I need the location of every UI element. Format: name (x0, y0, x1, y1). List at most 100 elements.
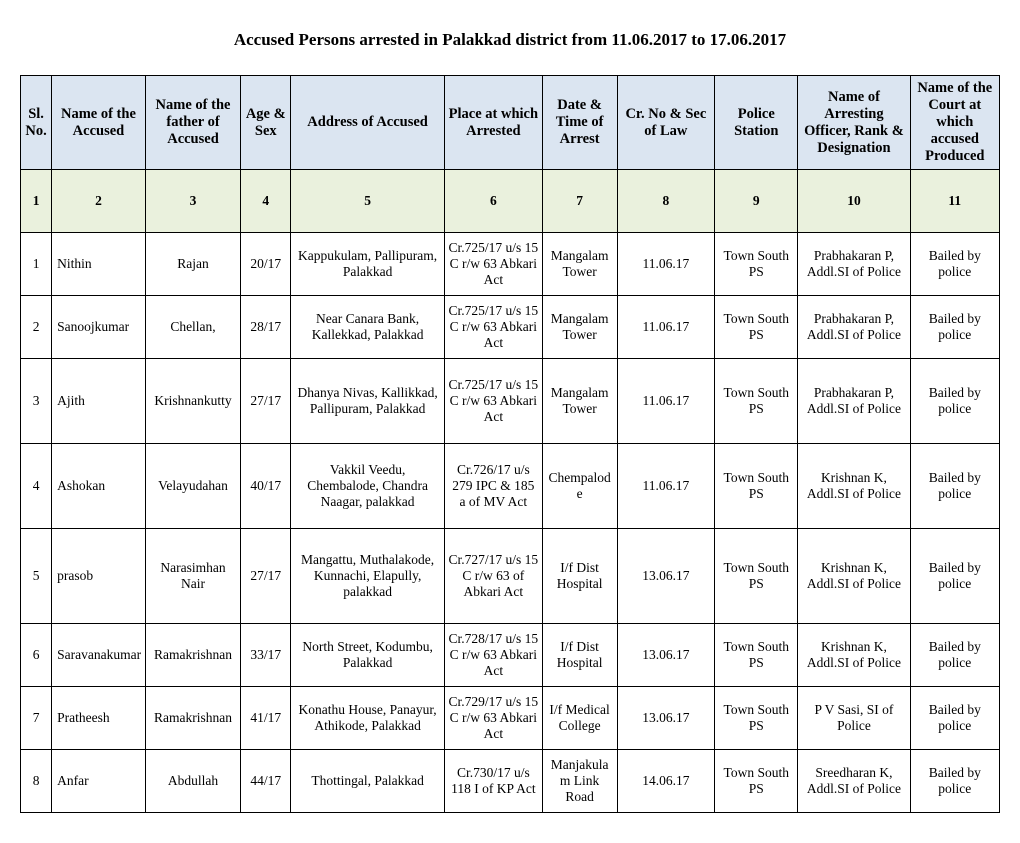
header-court: Name of the Court at which accused Produ… (910, 76, 999, 170)
cell-officer: Prabhakaran P, Addl.SI of Police (798, 233, 910, 296)
table-row: 8 Anfar Abdullah 44/17 Thottingal, Palak… (21, 750, 1000, 813)
cell-officer: Krishnan K, Addl.SI of Police (798, 529, 910, 624)
cell-place: Cr.725/17 u/s 15 C r/w 63 Abkari Act (445, 359, 543, 444)
colnum-3: 3 (145, 170, 241, 233)
cell-accused: Ajith (52, 359, 146, 444)
cell-court: Bailed by police (910, 359, 999, 444)
table-row: 4 Ashokan Velayudahan 40/17 Vakkil Veedu… (21, 444, 1000, 529)
cell-crno: 13.06.17 (617, 529, 715, 624)
cell-father: Velayudahan (145, 444, 241, 529)
cell-accused: Pratheesh (52, 687, 146, 750)
cell-slno: 6 (21, 624, 52, 687)
column-number-row: 1 2 3 4 5 6 7 8 9 10 11 (21, 170, 1000, 233)
cell-officer: Prabhakaran P, Addl.SI of Police (798, 359, 910, 444)
header-place: Place at which Arrested (445, 76, 543, 170)
cell-accused: Sanoojkumar (52, 296, 146, 359)
cell-court: Bailed by police (910, 529, 999, 624)
colnum-11: 11 (910, 170, 999, 233)
header-slno: Sl. No. (21, 76, 52, 170)
cell-officer: Krishnan K, Addl.SI of Police (798, 624, 910, 687)
cell-age: 27/17 (241, 529, 291, 624)
cell-father: Narasimhan Nair (145, 529, 241, 624)
page-title: Accused Persons arrested in Palakkad dis… (20, 30, 1000, 50)
table-row: 1 Nithin Rajan 20/17 Kappukulam, Pallipu… (21, 233, 1000, 296)
cell-ps: Town South PS (715, 624, 798, 687)
header-accused-name: Name of the Accused (52, 76, 146, 170)
table-row: 7 Pratheesh Ramakrishnan 41/17 Konathu H… (21, 687, 1000, 750)
cell-officer: Sreedharan K, Addl.SI of Police (798, 750, 910, 813)
cell-place: Cr.728/17 u/s 15 C r/w 63 Abkari Act (445, 624, 543, 687)
cell-officer: P V Sasi, SI of Police (798, 687, 910, 750)
cell-date: Mangalam Tower (542, 359, 617, 444)
cell-date: Manjakulam Link Road (542, 750, 617, 813)
cell-slno: 2 (21, 296, 52, 359)
cell-address: Vakkil Veedu, Chembalode, Chandra Naagar… (291, 444, 445, 529)
cell-date: Chempalode (542, 444, 617, 529)
cell-place: Cr.727/17 u/s 15 C r/w 63 of Abkari Act (445, 529, 543, 624)
header-date-time: Date & Time of Arrest (542, 76, 617, 170)
colnum-7: 7 (542, 170, 617, 233)
cell-crno: 11.06.17 (617, 359, 715, 444)
cell-age: 40/17 (241, 444, 291, 529)
cell-date: I/f Dist Hospital (542, 529, 617, 624)
table-row: 5 prasob Narasimhan Nair 27/17 Mangattu,… (21, 529, 1000, 624)
header-age-sex: Age & Sex (241, 76, 291, 170)
cell-court: Bailed by police (910, 233, 999, 296)
cell-crno: 13.06.17 (617, 624, 715, 687)
cell-place: Cr.729/17 u/s 15 C r/w 63 Abkari Act (445, 687, 543, 750)
cell-ps: Town South PS (715, 529, 798, 624)
cell-ps: Town South PS (715, 750, 798, 813)
cell-crno: 11.06.17 (617, 444, 715, 529)
cell-place: Cr.726/17 u/s 279 IPC & 185 a of MV Act (445, 444, 543, 529)
cell-court: Bailed by police (910, 750, 999, 813)
cell-court: Bailed by police (910, 296, 999, 359)
colnum-1: 1 (21, 170, 52, 233)
cell-accused: Nithin (52, 233, 146, 296)
cell-address: Near Canara Bank, Kallekkad, Palakkad (291, 296, 445, 359)
cell-address: Kappukulam, Pallipuram, Palakkad (291, 233, 445, 296)
colnum-5: 5 (291, 170, 445, 233)
cell-slno: 5 (21, 529, 52, 624)
cell-place: Cr.730/17 u/s 118 I of KP Act (445, 750, 543, 813)
colnum-2: 2 (52, 170, 146, 233)
colnum-4: 4 (241, 170, 291, 233)
cell-age: 33/17 (241, 624, 291, 687)
cell-father: Ramakrishnan (145, 687, 241, 750)
cell-ps: Town South PS (715, 296, 798, 359)
cell-slno: 3 (21, 359, 52, 444)
cell-age: 27/17 (241, 359, 291, 444)
cell-age: 44/17 (241, 750, 291, 813)
cell-crno: 13.06.17 (617, 687, 715, 750)
cell-court: Bailed by police (910, 444, 999, 529)
arrests-table: Sl. No. Name of the Accused Name of the … (20, 75, 1000, 813)
cell-father: Krishnankutty (145, 359, 241, 444)
cell-accused: Ashokan (52, 444, 146, 529)
cell-slno: 4 (21, 444, 52, 529)
cell-age: 20/17 (241, 233, 291, 296)
cell-slno: 1 (21, 233, 52, 296)
cell-father: Rajan (145, 233, 241, 296)
cell-crno: 14.06.17 (617, 750, 715, 813)
cell-crno: 11.06.17 (617, 296, 715, 359)
table-row: 6 Saravanakumar Ramakrishnan 33/17 North… (21, 624, 1000, 687)
colnum-6: 6 (445, 170, 543, 233)
cell-date: Mangalam Tower (542, 296, 617, 359)
cell-address: North Street, Kodumbu, Palakkad (291, 624, 445, 687)
cell-age: 28/17 (241, 296, 291, 359)
header-cr-no: Cr. No & Sec of Law (617, 76, 715, 170)
cell-accused: prasob (52, 529, 146, 624)
cell-officer: Krishnan K, Addl.SI of Police (798, 444, 910, 529)
cell-father: Ramakrishnan (145, 624, 241, 687)
cell-date: Mangalam Tower (542, 233, 617, 296)
cell-crno: 11.06.17 (617, 233, 715, 296)
cell-age: 41/17 (241, 687, 291, 750)
cell-date: I/f Dist Hospital (542, 624, 617, 687)
cell-accused: Anfar (52, 750, 146, 813)
header-address: Address of Accused (291, 76, 445, 170)
header-police-station: Police Station (715, 76, 798, 170)
cell-court: Bailed by police (910, 624, 999, 687)
cell-address: Dhanya Nivas, Kallikkad, Pallipuram, Pal… (291, 359, 445, 444)
cell-court: Bailed by police (910, 687, 999, 750)
header-father-name: Name of the father of Accused (145, 76, 241, 170)
cell-address: Konathu House, Panayur, Athikode, Palakk… (291, 687, 445, 750)
